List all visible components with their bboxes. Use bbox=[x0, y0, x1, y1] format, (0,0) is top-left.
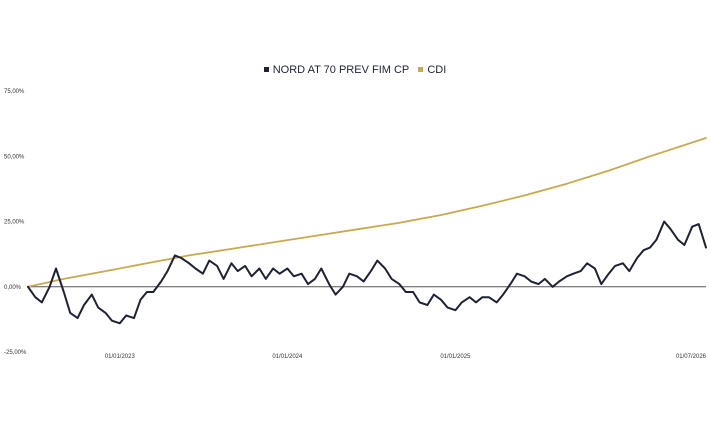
y-tick-label: 0,00% bbox=[4, 285, 22, 291]
x-tick-label: 01/01/2023 bbox=[105, 354, 136, 360]
y-tick-label: -25,00% bbox=[4, 350, 27, 356]
series-line-cdi bbox=[27, 137, 707, 288]
y-tick-label: 75,00% bbox=[4, 89, 25, 95]
x-tick-label: 01/01/2025 bbox=[440, 354, 471, 360]
x-tick-label: 01/07/2026 bbox=[676, 354, 707, 360]
y-tick-label: 50,00% bbox=[4, 154, 25, 160]
x-tick-label: 01/01/2024 bbox=[272, 354, 303, 360]
legend-swatch-series-1 bbox=[263, 67, 269, 72]
legend-item-series-1[interactable]: NORD AT 70 PREV FIM CP bbox=[263, 63, 410, 76]
y-tick-label: 25,00% bbox=[4, 220, 25, 226]
legend-swatch-series-2 bbox=[418, 67, 424, 72]
series-line-fund bbox=[27, 220, 707, 325]
chart-legend: NORD AT 70 PREV FIM CP CDI bbox=[0, 63, 710, 76]
legend-label-series-2: CDI bbox=[427, 63, 447, 76]
legend-label-series-1: NORD AT 70 PREV FIM CP bbox=[272, 63, 410, 76]
legend-item-series-2[interactable]: CDI bbox=[418, 64, 446, 76]
